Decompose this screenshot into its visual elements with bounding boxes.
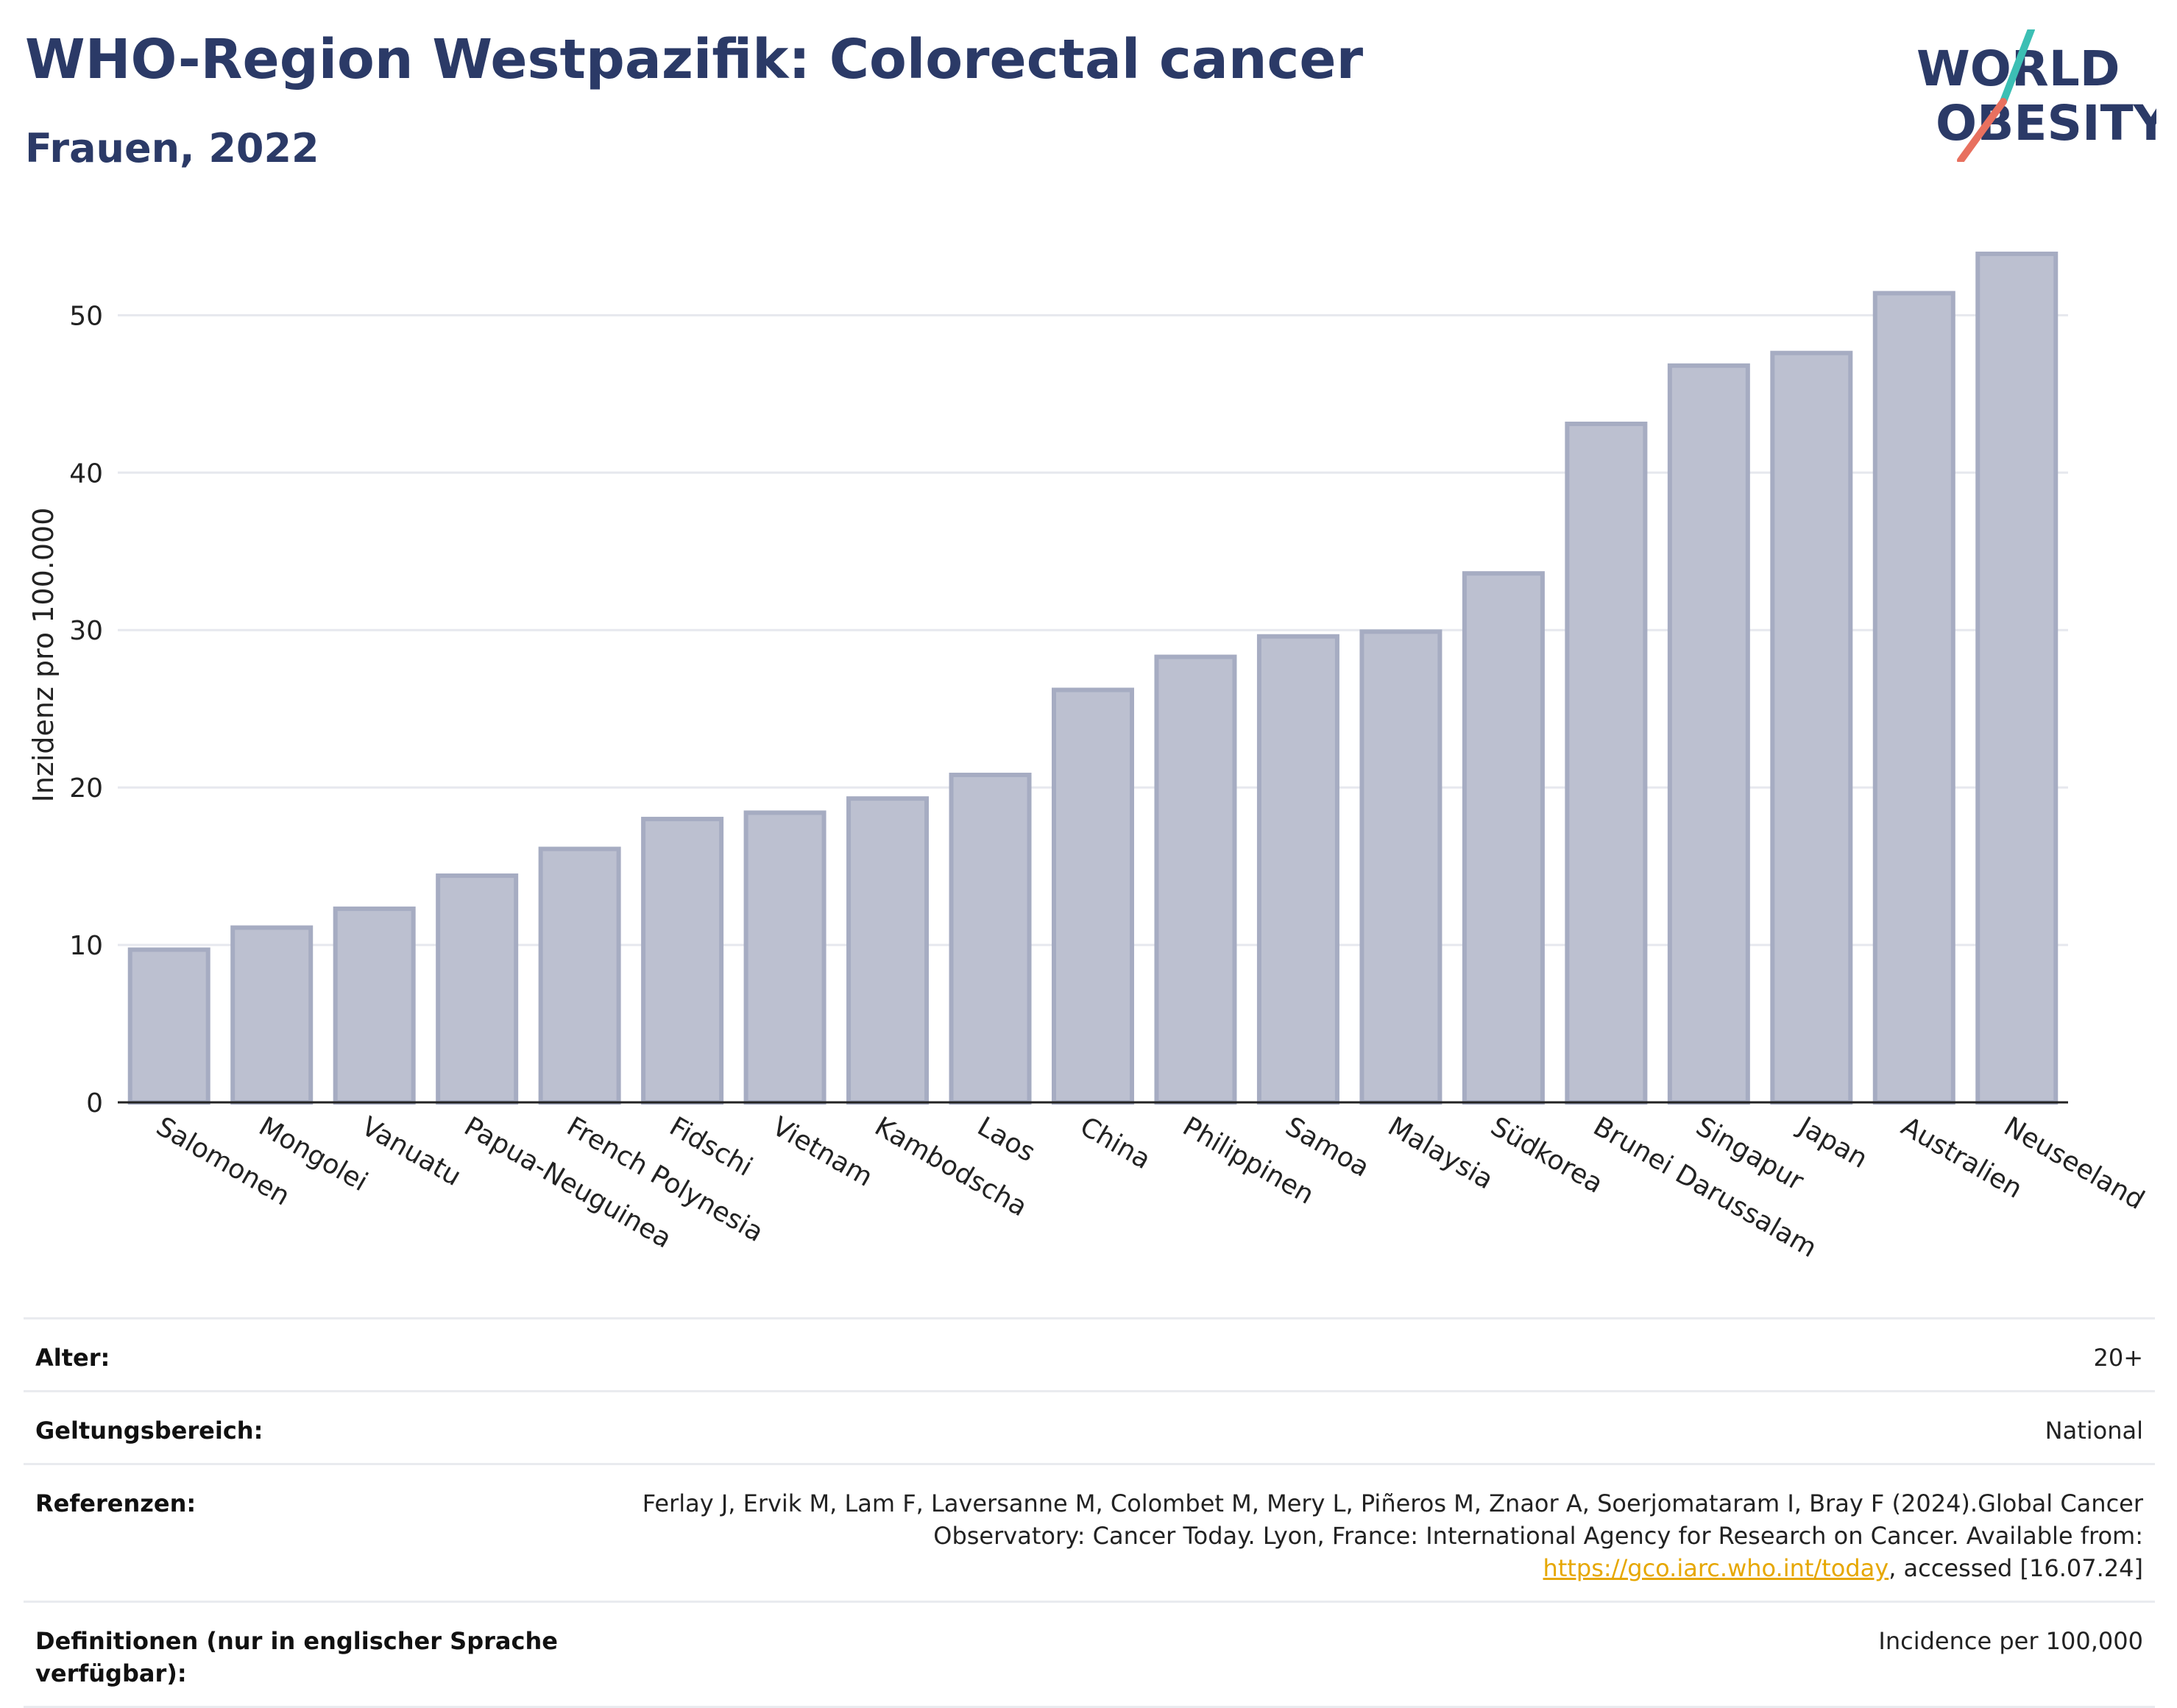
bar-vietnam [743,810,826,1105]
x-tick-label: Malaysia [1383,1111,1498,1195]
x-tick-label: Laos [972,1111,1040,1168]
x-tick-label: Neuseeland [1999,1111,2150,1216]
meta-defs-label: Definitionen (nur in englischer Sprache … [35,1627,558,1687]
x-tick-label: Vanuatu [356,1111,466,1192]
bar-papua-neuguinea [436,873,519,1105]
meta-age-value: 20+ [2093,1344,2143,1372]
meta-refs-value: Ferlay J, Ervik M, Lam F, Laversanne M, … [612,1487,2143,1584]
refs-link[interactable]: https://gco.iarc.who.int/today [1543,1554,1889,1582]
y-tick-label: 50 [69,301,103,331]
bar-fidschi [641,816,724,1105]
y-tick-label: 10 [69,931,103,961]
refs-text-2: , accessed [16.07.24] [1888,1554,2143,1582]
bar-china [1052,687,1134,1105]
meta-row-age: Alter: 20+ [24,1317,2155,1390]
bar-japan [1770,350,1853,1105]
y-tick-label: 40 [69,458,103,489]
meta-scope-value: National [2045,1417,2143,1445]
y-tick-labels: 0 10 20 30 40 50 [69,301,103,1119]
meta-defs-value: Incidence per 100,000 [1878,1627,2143,1655]
meta-refs-label: Referenzen: [35,1489,197,1517]
bar-australien [1872,291,1955,1105]
bar-südkorea [1462,571,1545,1105]
meta-row-definitions: Definitionen (nur in englischer Sprache … [24,1601,2155,1708]
logo-slash-coral [1957,98,2007,162]
x-tick-label: Südkorea [1485,1111,1607,1200]
meta-age-label: Alter: [35,1344,110,1372]
world-obesity-logo: WORLD OBESITY [1916,29,2156,162]
meta-row-scope: Geltungsbereich: National [24,1390,2155,1463]
meta-row-references: Referenzen: Ferlay J, Ervik M, Lam F, La… [24,1463,2155,1601]
x-tick-label: Japan [1792,1110,1872,1174]
bar-malaysia [1359,629,1443,1105]
bar-mongolei [230,925,314,1105]
bar-kambodscha [846,796,930,1105]
bar-laos [949,773,1032,1105]
meta-scope-label: Geltungsbereich: [35,1417,263,1445]
x-tick-label: Vietnam [767,1111,877,1193]
bar-salomonen [127,947,210,1105]
page-subtitle: Frauen, 2022 [25,125,319,171]
y-tick-label: 0 [86,1088,103,1119]
y-tick-label: 20 [69,773,103,804]
bar-singapur [1667,363,1750,1105]
y-axis-label: Inzidenz pro 100.000 [27,508,60,803]
bar-samoa [1256,634,1339,1105]
bar-philippinen [1154,654,1237,1105]
y-tick-label: 30 [69,616,103,646]
bar-brunei-darussalam [1565,421,1648,1105]
bars [127,251,2059,1105]
bar-vanuatu [333,906,416,1105]
x-tick-label: China [1075,1111,1156,1175]
bar-neuseeland [1975,251,2059,1105]
bar-chart: 0 10 20 30 40 50 SalomonenMongoleiVanuatuPapu… [27,251,2149,1264]
bar-french-polynesia [538,846,621,1105]
x-tick-labels: SalomonenMongoleiVanuatuPapua-NeuguineaF… [151,1110,2149,1264]
page-title: WHO-Region Westpazifik: Colorectal cance… [25,28,1364,91]
logo-slash-teal [2000,29,2035,105]
refs-text-1: Ferlay J, Ervik M, Lam F, Laversanne M, … [642,1489,2143,1550]
metadata-table: Alter: 20+ Geltungsbereich: National Ref… [24,1317,2155,1708]
